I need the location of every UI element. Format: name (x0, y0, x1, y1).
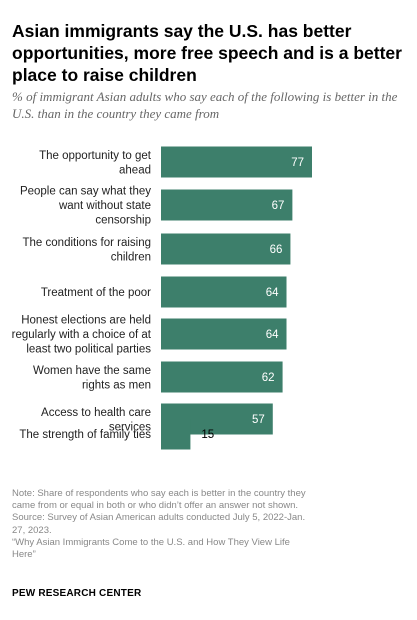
bar (161, 189, 293, 221)
category-label-line: services (109, 421, 151, 433)
category-label: The opportunity to get ahead (39, 150, 152, 177)
category-label-line: Treatment of the poor (41, 287, 151, 299)
category-label-line: Access to health care (41, 407, 151, 419)
value-label: 15 (201, 429, 214, 441)
bar (161, 276, 287, 308)
category-label: The conditions for raising children (23, 237, 151, 264)
category-label-line: censorship (95, 215, 151, 227)
bar (161, 361, 283, 393)
value-label: 64 (266, 287, 279, 299)
category-label-line: The conditions for raising (23, 237, 151, 249)
bar (161, 146, 312, 178)
value-label: 57 (252, 414, 265, 426)
category-label-line: regularly with a choice of at (12, 329, 152, 341)
category-label: The strength of family ties (19, 429, 151, 441)
note-text: Note: Share of respondents who say each … (12, 488, 306, 512)
category-label: People can say what they want without sta… (20, 186, 151, 227)
value-label: 77 (291, 157, 304, 169)
category-label-line: Honest elections are held (21, 315, 151, 327)
category-label: Honest elections are held regularly with … (12, 315, 152, 356)
report-title-text: “Why Asian Immigrants Come to the U.S. a… (12, 536, 290, 561)
chart-title: Asian immigrants say the U.S. has better… (12, 21, 402, 85)
chart-subtitle: % of immigrant Asian adults who say each… (12, 89, 398, 121)
publisher-brand: PEW RESEARCH CENTER (12, 588, 142, 599)
category-label-line: The strength of family ties (19, 429, 151, 441)
category-label-line: Women have the same (33, 365, 151, 377)
category-label-line: want without state (58, 200, 151, 212)
category-label: Access to health care services (41, 407, 151, 434)
category-label-line: People can say what they (20, 186, 151, 198)
value-label: 67 (272, 200, 285, 212)
value-label: 64 (266, 329, 279, 341)
category-label-line: least two political parties (26, 344, 151, 356)
source-text: Source: Survey of Asian American adults … (12, 512, 306, 536)
category-label-line: The opportunity to get (39, 150, 152, 162)
category-label: Women have the same rights as men (33, 365, 151, 392)
category-label-line: children (111, 251, 151, 263)
bar-chart: The opportunity to get ahead 77 People can … (12, 146, 312, 450)
category-label-line: rights as men (82, 379, 151, 391)
bar (161, 418, 191, 450)
category-label: Treatment of the poor (41, 287, 151, 299)
value-label: 62 (262, 372, 275, 384)
value-label: 66 (270, 244, 283, 256)
chart-notes: Note: Share of respondents who say each … (12, 488, 310, 561)
category-label-line: ahead (119, 164, 151, 176)
bar (161, 318, 287, 350)
bar (161, 233, 291, 265)
